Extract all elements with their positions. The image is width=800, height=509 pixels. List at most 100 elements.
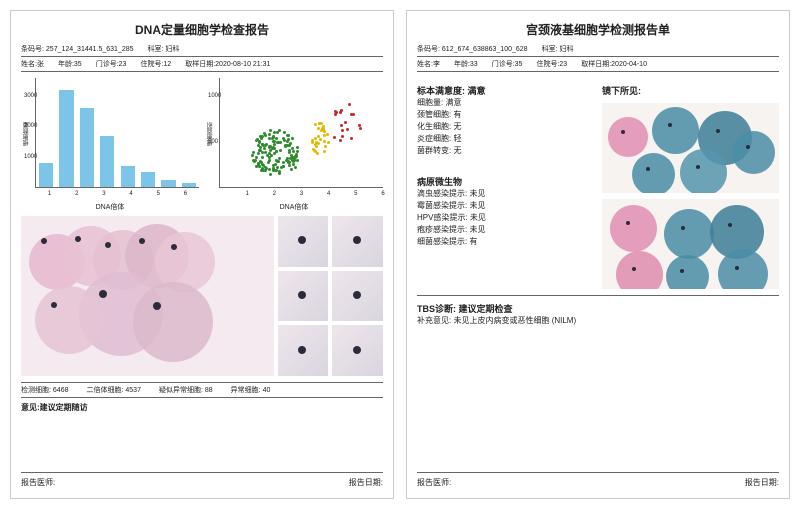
- stat-a-label: 检测细胞:: [21, 387, 51, 394]
- kv-row: HPV感染提示: 未见: [417, 212, 594, 224]
- specimen-title: 标本满意度: 满意: [417, 84, 594, 97]
- report-body: 标本满意度: 满意 细胞量: 满意颈管细胞: 有化生细胞: 无炎症细胞: 轻菌群…: [417, 76, 779, 289]
- scatter-point: [326, 133, 329, 136]
- scatter-point: [291, 137, 294, 140]
- code-label: 条码号:: [21, 46, 44, 53]
- hist-bar: [80, 108, 94, 187]
- cell-blob: [664, 209, 714, 259]
- stat-d: 40: [263, 387, 271, 394]
- scatter-point: [280, 166, 283, 169]
- stat-b-label: 二倍体细胞:: [86, 387, 123, 394]
- hist-xlabel: DNA倍体: [21, 202, 199, 212]
- scatter-point: [314, 123, 317, 126]
- scatter-point: [339, 139, 342, 142]
- stats-row: 检测细胞: 6468 二倍体细胞: 4537 疑似异常细胞: 88 异常细胞: …: [21, 382, 383, 398]
- name-value: 张: [37, 61, 44, 68]
- code-label: 条码号:: [417, 46, 440, 53]
- scatter-chart: 细胞面积 5001000123456: [219, 78, 383, 188]
- microscopy-large: [21, 216, 274, 376]
- pathogen-list: 滴虫感染提示: 未见霉菌感染提示: 未见HPV感染提示: 未见疱疹感染提示: 未…: [417, 188, 594, 248]
- kv-row: 炎症细胞: 轻: [417, 133, 594, 145]
- microscopy-thumb: [278, 271, 329, 322]
- cell-nucleus: [171, 244, 177, 250]
- scatter-point: [261, 156, 264, 159]
- code-value: 257_124_31441.5_631_285: [46, 46, 134, 53]
- kv-row: 颈管细胞: 有: [417, 109, 594, 121]
- kv-row: 细胞量: 满意: [417, 97, 594, 109]
- hist-bar: [39, 163, 53, 187]
- scatter-point: [341, 129, 344, 132]
- text-column: 标本满意度: 满意 细胞量: 满意颈管细胞: 有化生细胞: 无炎症细胞: 轻菌群…: [417, 76, 594, 289]
- scat-xlabel: DNA倍体: [205, 202, 383, 212]
- scatter-point: [311, 139, 314, 142]
- cell-nucleus: [105, 242, 111, 248]
- cell-nucleus: [139, 238, 145, 244]
- scatter-point: [279, 149, 282, 152]
- scatter-point: [273, 152, 276, 155]
- scatter-point: [264, 134, 267, 137]
- conclusion: 意见:建议定期随访: [21, 402, 383, 413]
- cell-blob: [608, 117, 648, 157]
- scatter-point: [344, 121, 347, 124]
- scatter-point: [333, 136, 336, 139]
- dept-label: 科室:: [148, 46, 164, 53]
- cell-nucleus: [99, 290, 107, 298]
- scatter-point: [323, 140, 326, 143]
- scatter-point: [312, 148, 315, 151]
- tbs-label: TBS诊断:: [417, 304, 456, 314]
- scatter-point: [278, 129, 281, 132]
- header-row-1: 条码号: 612_674_638863_100_628 科室: 妇科: [417, 42, 779, 57]
- scatter-point: [327, 141, 330, 144]
- scatter-point: [324, 145, 327, 148]
- dept-value: 妇科: [559, 46, 573, 53]
- date-label: 取样日期:: [185, 61, 215, 68]
- auditor-label: 报告日期:: [349, 477, 383, 488]
- scatter-point: [284, 145, 287, 148]
- name-label: 姓名:: [21, 61, 37, 68]
- cell-blob: [732, 131, 775, 174]
- cell-nucleus: [75, 236, 81, 242]
- report-pair: DNA定量细胞学检查报告 条码号: 257_124_31441.5_631_28…: [0, 0, 800, 509]
- cell-blob: [610, 205, 657, 252]
- adm-value: 23: [559, 61, 567, 68]
- scatter-point: [283, 131, 286, 134]
- cell-nucleus: [41, 238, 47, 244]
- stat-c: 88: [205, 387, 213, 394]
- scatter-point: [296, 146, 299, 149]
- hist-bar: [182, 183, 196, 187]
- date-value: 2020-04-10: [611, 61, 647, 68]
- scatter-point: [268, 133, 271, 136]
- header-row-2: 姓名:李 年龄:33 门诊号:35 住院号:23 取样日期:2020-04-10: [417, 57, 779, 72]
- microscopy-image-1: [602, 103, 779, 193]
- kv-row: 疱疹感染提示: 未见: [417, 224, 594, 236]
- stat-c-label: 疑似异常细胞:: [159, 387, 203, 394]
- tbs-value: 建议定期检查: [459, 304, 513, 314]
- supp-block: 补充意见: 未见上皮内病变或恶性细胞 (NILM): [417, 315, 779, 327]
- scatter-point: [292, 163, 295, 166]
- name-label: 姓名:: [417, 61, 433, 68]
- scatter-point: [296, 159, 299, 162]
- scatter-point: [268, 168, 271, 171]
- specimen-list: 细胞量: 满意颈管细胞: 有化生细胞: 无炎症细胞: 轻菌群转变: 无: [417, 97, 594, 157]
- signature-row: 报告医师: 报告日期:: [21, 472, 383, 488]
- scatter-point: [323, 130, 326, 133]
- hist-bar: [161, 180, 175, 187]
- tbs-block: TBS诊断: 建议定期检查: [417, 302, 779, 315]
- age-label: 年龄:: [58, 61, 74, 68]
- name-value: 李: [433, 61, 440, 68]
- date-label: 报告日期:: [745, 477, 779, 488]
- cell-blob: [666, 255, 709, 289]
- adm-label: 住院号:: [536, 61, 559, 68]
- scatter-point: [290, 168, 293, 171]
- age-label: 年龄:: [454, 61, 470, 68]
- scatter-point: [346, 128, 349, 131]
- supp-value: 未见上皮内病变或恶性细胞 (NILM): [453, 316, 576, 325]
- cell-blob: [652, 107, 699, 154]
- adm-label: 住院号:: [140, 61, 163, 68]
- scatter-point: [292, 150, 295, 153]
- scatter-point: [257, 152, 260, 155]
- visit-label: 门诊号:: [492, 61, 515, 68]
- scatter-point: [340, 124, 343, 127]
- stat-a: 6468: [53, 387, 69, 394]
- microscopy-thumb: [332, 216, 383, 267]
